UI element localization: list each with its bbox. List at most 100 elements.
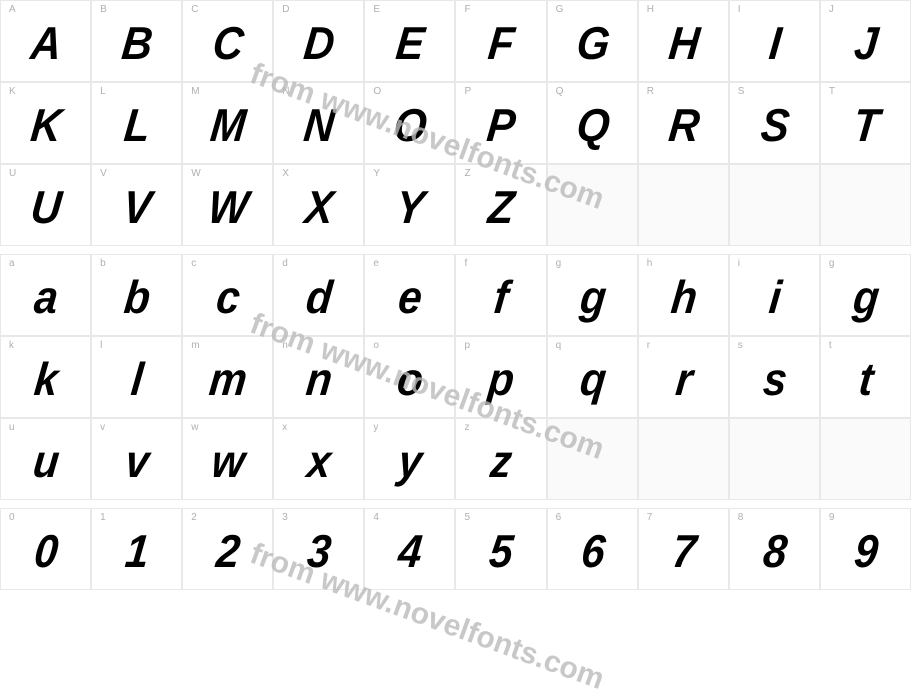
glyph-cell: GG bbox=[547, 0, 638, 82]
empty-cell bbox=[638, 164, 729, 246]
glyph-cell: ee bbox=[364, 254, 455, 336]
glyph-cell: KK bbox=[0, 82, 91, 164]
glyph-cell: XX bbox=[273, 164, 364, 246]
empty-cell bbox=[729, 164, 820, 246]
empty-cell bbox=[820, 418, 911, 500]
glyph-cell: MM bbox=[182, 82, 273, 164]
empty-cell bbox=[547, 164, 638, 246]
cell-glyph: L bbox=[97, 94, 177, 162]
glyph-cell: hh bbox=[638, 254, 729, 336]
cell-glyph: 9 bbox=[825, 520, 905, 588]
glyph-cell: kk bbox=[0, 336, 91, 418]
section-spacer bbox=[0, 246, 911, 254]
glyph-cell: II bbox=[729, 0, 820, 82]
cell-glyph: K bbox=[5, 94, 85, 162]
glyph-cell: yy bbox=[364, 418, 455, 500]
cell-glyph: v bbox=[97, 430, 177, 498]
glyph-row: aabbccddeeffgghhiigg bbox=[0, 254, 911, 336]
glyph-cell: PP bbox=[455, 82, 546, 164]
glyph-cell: oo bbox=[364, 336, 455, 418]
cell-glyph: 2 bbox=[188, 520, 268, 588]
glyph-cell: bb bbox=[91, 254, 182, 336]
cell-glyph: t bbox=[825, 348, 905, 416]
cell-glyph: I bbox=[734, 12, 814, 80]
cell-glyph: W bbox=[188, 176, 268, 244]
cell-glyph: J bbox=[825, 12, 905, 80]
glyph-cell: 11 bbox=[91, 508, 182, 590]
glyph-cell: gg bbox=[820, 254, 911, 336]
glyph-cell: 44 bbox=[364, 508, 455, 590]
glyph-cell: 00 bbox=[0, 508, 91, 590]
cell-glyph: N bbox=[279, 94, 359, 162]
cell-glyph: w bbox=[188, 430, 268, 498]
empty-cell bbox=[729, 418, 820, 500]
cell-glyph: 0 bbox=[5, 520, 85, 588]
glyph-row: AABBCCDDEEFFGGHHIIJJ bbox=[0, 0, 911, 82]
glyph-cell: zz bbox=[455, 418, 546, 500]
glyph-row: 00112233445566778899 bbox=[0, 508, 911, 590]
cell-glyph: d bbox=[279, 266, 359, 334]
glyph-cell: pp bbox=[455, 336, 546, 418]
cell-glyph: g bbox=[552, 266, 632, 334]
cell-glyph: e bbox=[370, 266, 450, 334]
glyph-cell: cc bbox=[182, 254, 273, 336]
glyph-cell: xx bbox=[273, 418, 364, 500]
glyph-cell: QQ bbox=[547, 82, 638, 164]
glyph-cell: FF bbox=[455, 0, 546, 82]
cell-glyph: 5 bbox=[461, 520, 541, 588]
glyph-cell: YY bbox=[364, 164, 455, 246]
cell-glyph: O bbox=[370, 94, 450, 162]
glyph-cell: ww bbox=[182, 418, 273, 500]
glyph-cell: JJ bbox=[820, 0, 911, 82]
cell-glyph: T bbox=[825, 94, 905, 162]
cell-glyph: U bbox=[5, 176, 85, 244]
glyph-cell: NN bbox=[273, 82, 364, 164]
glyph-cell: DD bbox=[273, 0, 364, 82]
cell-glyph: V bbox=[97, 176, 177, 244]
cell-glyph: c bbox=[188, 266, 268, 334]
glyph-row: kkllmmnnooppqqrrsstt bbox=[0, 336, 911, 418]
cell-glyph: G bbox=[552, 12, 632, 80]
glyph-cell: nn bbox=[273, 336, 364, 418]
glyph-cell: 88 bbox=[729, 508, 820, 590]
empty-cell bbox=[547, 418, 638, 500]
cell-glyph: l bbox=[97, 348, 177, 416]
cell-glyph: 8 bbox=[734, 520, 814, 588]
glyph-cell: ZZ bbox=[455, 164, 546, 246]
cell-glyph: 7 bbox=[643, 520, 723, 588]
glyph-cell: tt bbox=[820, 336, 911, 418]
cell-glyph: s bbox=[734, 348, 814, 416]
glyph-cell: 55 bbox=[455, 508, 546, 590]
glyph-cell: OO bbox=[364, 82, 455, 164]
cell-glyph: B bbox=[97, 12, 177, 80]
glyph-cell: ff bbox=[455, 254, 546, 336]
glyph-cell: BB bbox=[91, 0, 182, 82]
glyph-cell: TT bbox=[820, 82, 911, 164]
cell-glyph: y bbox=[370, 430, 450, 498]
glyph-cell: 99 bbox=[820, 508, 911, 590]
cell-glyph: A bbox=[5, 12, 85, 80]
cell-glyph: F bbox=[461, 12, 541, 80]
cell-glyph: b bbox=[97, 266, 177, 334]
cell-glyph: m bbox=[188, 348, 268, 416]
section-spacer bbox=[0, 500, 911, 508]
glyph-cell: HH bbox=[638, 0, 729, 82]
font-character-map: AABBCCDDEEFFGGHHIIJJKKLLMMNNOOPPQQRRSSTT… bbox=[0, 0, 911, 590]
cell-glyph: 6 bbox=[552, 520, 632, 588]
glyph-cell: ii bbox=[729, 254, 820, 336]
empty-cell bbox=[820, 164, 911, 246]
glyph-cell: uu bbox=[0, 418, 91, 500]
cell-glyph: z bbox=[461, 430, 541, 498]
cell-glyph: X bbox=[279, 176, 359, 244]
cell-glyph: M bbox=[188, 94, 268, 162]
glyph-row: uuvvwwxxyyzz bbox=[0, 418, 911, 500]
glyph-cell: vv bbox=[91, 418, 182, 500]
glyph-row: KKLLMMNNOOPPQQRRSSTT bbox=[0, 82, 911, 164]
glyph-cell: SS bbox=[729, 82, 820, 164]
glyph-cell: EE bbox=[364, 0, 455, 82]
glyph-cell: rr bbox=[638, 336, 729, 418]
cell-glyph: H bbox=[643, 12, 723, 80]
cell-glyph: P bbox=[461, 94, 541, 162]
cell-glyph: 4 bbox=[370, 520, 450, 588]
cell-glyph: u bbox=[5, 430, 85, 498]
